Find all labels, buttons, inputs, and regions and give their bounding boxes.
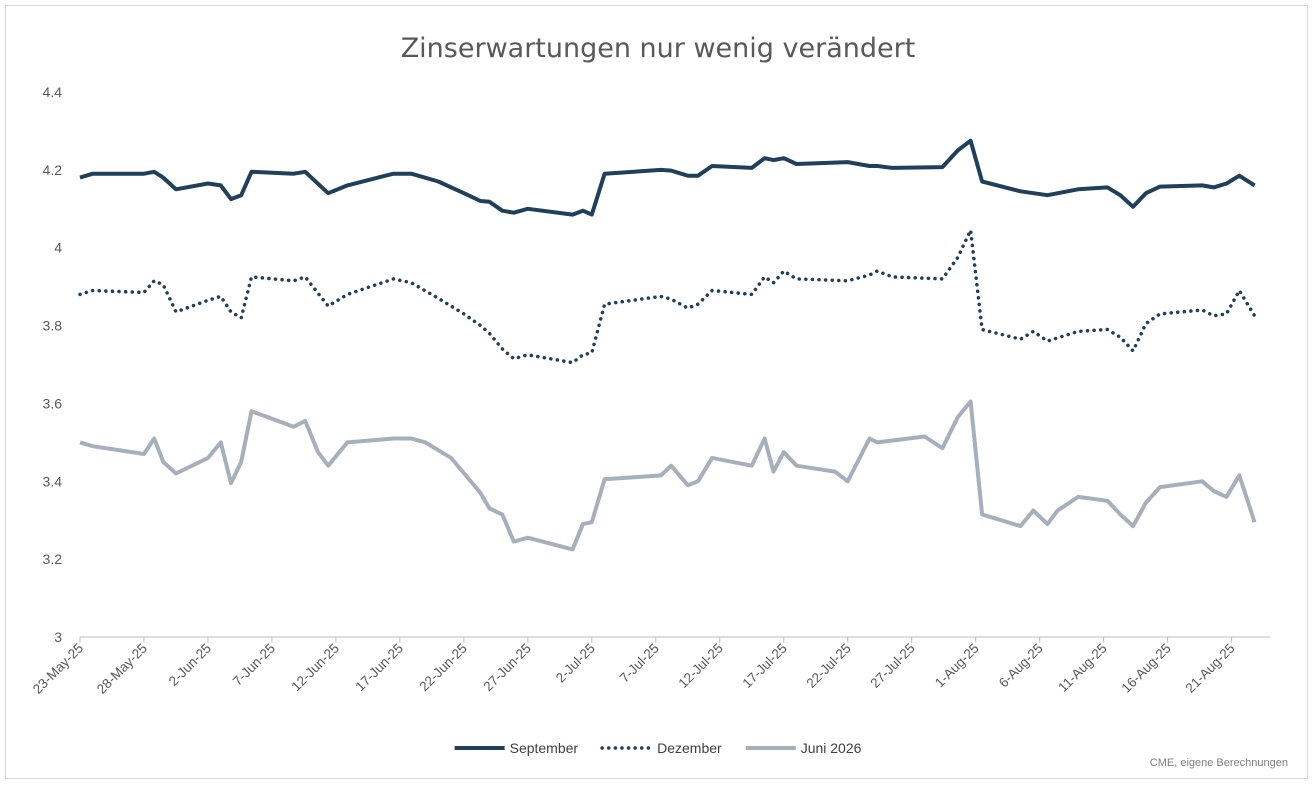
- legend-label: September: [510, 740, 579, 756]
- x-tick-label: 16-Aug-25: [1119, 641, 1174, 696]
- series-line-september: [79, 138, 1256, 217]
- y-tick-label: 3.2: [43, 551, 63, 567]
- y-tick-label: 3.6: [43, 395, 63, 411]
- x-tick-label: 17-Jul-25: [739, 641, 789, 691]
- x-tick-label: 2-Jun-25: [166, 641, 214, 689]
- y-tick-label: 4: [54, 240, 62, 256]
- y-tick-label: 3: [54, 629, 62, 645]
- x-tick-label: 17-Jun-25: [352, 641, 406, 695]
- x-tick-label: 11-Aug-25: [1055, 641, 1109, 695]
- legend-item: Dezember: [600, 740, 722, 756]
- chart-title: Zinserwartungen nur wenig verändert: [401, 33, 916, 64]
- y-axis: 3 3.2 3.4 3.6 3.8 4 4.2 4.4: [43, 84, 63, 645]
- legend-label: Juni 2026: [801, 740, 862, 756]
- legend-label: Dezember: [657, 740, 722, 756]
- legend-item: September: [454, 740, 579, 756]
- x-tick-label: 6-Aug-25: [996, 641, 1046, 691]
- x-tick-label: 22-Jul-25: [803, 641, 853, 691]
- series-group: [78, 138, 1257, 552]
- x-tick-label: 22-Jun-25: [416, 641, 470, 695]
- x-tick-label: 28-May-25: [94, 641, 150, 697]
- x-axis: 23-May-25 28-May-25 2-Jun-25 7-Jun-25 12-Jun…: [30, 636, 1270, 697]
- x-tick-label: 27-Jul-25: [867, 641, 917, 691]
- source-note: CME, eigene Berechnungen: [1150, 757, 1288, 769]
- y-tick-label: 4.4: [43, 84, 63, 100]
- x-tick-label: 12-Jul-25: [676, 641, 726, 691]
- x-tick-label: 21-Aug-25: [1183, 641, 1238, 696]
- x-tick-label: 27-Jun-25: [480, 641, 534, 695]
- y-tick-label: 3.4: [43, 473, 63, 489]
- x-tick-label: 1-Aug-25: [932, 641, 982, 691]
- series-line-juni-2026: [79, 399, 1257, 552]
- y-tick-label: 4.2: [43, 162, 63, 178]
- x-tick-label: 23-May-25: [30, 641, 86, 697]
- series-line-dezember: [78, 228, 1257, 365]
- chart-frame: [5, 5, 1308, 779]
- x-tick-label: 12-Jun-25: [288, 641, 342, 695]
- legend: September Dezember Juni 2026: [454, 740, 862, 756]
- y-tick-label: 3.8: [43, 318, 63, 334]
- x-tick-label: 2-Jul-25: [553, 641, 598, 686]
- legend-item: Juni 2026: [745, 740, 862, 756]
- x-tick-label: 7-Jul-25: [617, 641, 662, 686]
- x-tick-label: 7-Jun-25: [230, 641, 278, 689]
